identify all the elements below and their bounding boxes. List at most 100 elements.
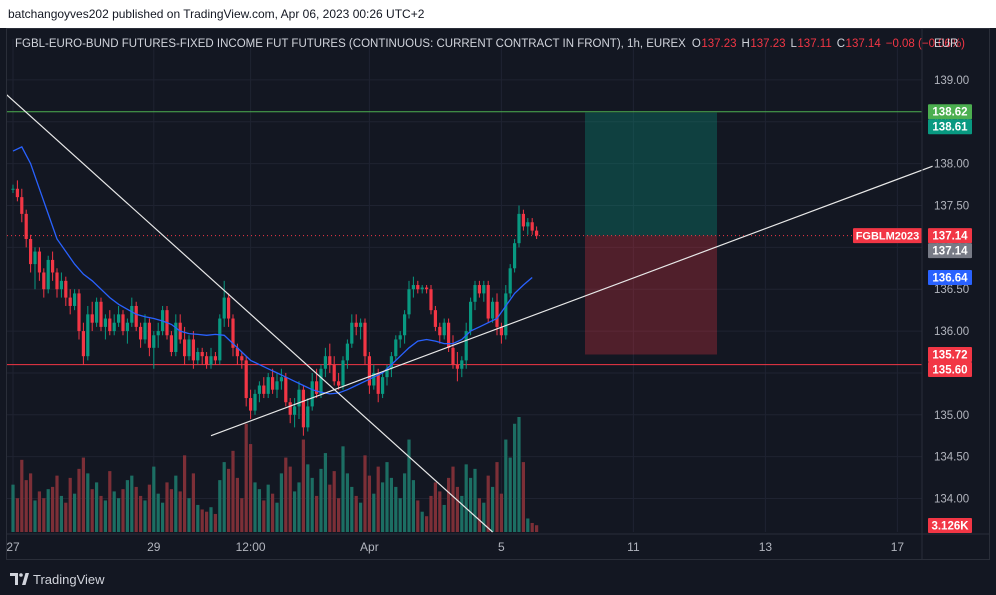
publish-header: batchangoyves202 published on TradingVie… bbox=[0, 0, 996, 28]
volume-bar bbox=[257, 489, 261, 532]
volume-bar bbox=[112, 491, 116, 532]
volume-bar bbox=[284, 457, 288, 532]
volume-bar bbox=[81, 457, 85, 532]
volume-bar bbox=[46, 489, 50, 532]
candle bbox=[332, 356, 336, 386]
candle-body bbox=[319, 368, 323, 394]
candle bbox=[81, 322, 85, 365]
volume-bar bbox=[438, 491, 442, 532]
trendline bbox=[7, 94, 494, 533]
candle bbox=[499, 322, 503, 344]
candle bbox=[354, 314, 358, 336]
candle bbox=[486, 280, 490, 323]
candle bbox=[477, 280, 481, 298]
volume-bar bbox=[213, 513, 217, 532]
legend-change: −0.08 (−0.06%) bbox=[886, 38, 965, 50]
volume-bar bbox=[147, 484, 151, 532]
candle bbox=[513, 238, 517, 273]
candle-body bbox=[297, 389, 301, 407]
volume-bar bbox=[275, 502, 279, 532]
y-tick-label: 135.00 bbox=[934, 410, 969, 422]
candle-body bbox=[29, 238, 33, 265]
candle bbox=[33, 247, 37, 290]
volume-bar bbox=[319, 468, 323, 532]
candle-body bbox=[174, 322, 178, 353]
candle bbox=[51, 251, 55, 281]
volume-bar bbox=[535, 525, 539, 532]
tradingview-logo[interactable]: TradingView bbox=[10, 571, 105, 587]
candle bbox=[191, 331, 195, 369]
candles bbox=[11, 180, 539, 436]
candle-body bbox=[486, 285, 490, 319]
candle-body bbox=[222, 297, 226, 319]
candle bbox=[407, 280, 411, 319]
candle-body bbox=[143, 322, 147, 340]
volume-bar bbox=[403, 473, 407, 532]
candle-body bbox=[253, 393, 257, 411]
volume-bar bbox=[293, 491, 297, 532]
candle-body bbox=[130, 305, 134, 323]
volume-bar bbox=[332, 471, 336, 532]
candle-body bbox=[495, 301, 499, 327]
candle bbox=[200, 347, 204, 365]
symbol-tag-box bbox=[853, 228, 922, 244]
candle bbox=[257, 381, 261, 403]
candle bbox=[20, 188, 24, 223]
volume-bar bbox=[530, 522, 534, 532]
candle bbox=[394, 335, 398, 361]
candle-body bbox=[90, 314, 94, 323]
volume-bar bbox=[394, 486, 398, 532]
candle-body bbox=[20, 197, 24, 214]
volume-bar bbox=[59, 495, 63, 532]
candle-body bbox=[477, 285, 481, 294]
candle bbox=[433, 305, 437, 332]
volume-bar bbox=[363, 455, 367, 532]
candle-body bbox=[429, 289, 433, 311]
price-label-box bbox=[928, 119, 972, 135]
volume-bar bbox=[68, 477, 72, 532]
candle bbox=[464, 322, 468, 369]
candle bbox=[209, 347, 213, 369]
volume-bar bbox=[385, 462, 389, 532]
candle-body bbox=[262, 385, 266, 394]
volume-bar bbox=[328, 484, 332, 532]
candle-body bbox=[59, 280, 63, 290]
candle bbox=[451, 335, 455, 369]
candle-body bbox=[121, 314, 125, 332]
volume-bar bbox=[381, 482, 385, 532]
volume-bar bbox=[486, 475, 490, 532]
candle-body bbox=[367, 356, 371, 386]
candle bbox=[253, 389, 257, 415]
candle bbox=[403, 310, 407, 344]
y-tick-label: 136.00 bbox=[934, 326, 969, 338]
candle-body bbox=[46, 259, 50, 290]
candle-body bbox=[469, 301, 473, 332]
price-chart[interactable]: FGBL-EURO-BUND FUTURES-FIXED INCOME FUT … bbox=[7, 29, 989, 559]
candle bbox=[73, 289, 77, 311]
legend-ohlc-label: C bbox=[837, 38, 845, 50]
candle bbox=[240, 352, 244, 369]
candle-body bbox=[306, 406, 310, 428]
candle-body bbox=[152, 335, 156, 348]
candle bbox=[37, 247, 41, 281]
chart-frame[interactable]: FGBL-EURO-BUND FUTURES-FIXED INCOME FUT … bbox=[6, 28, 990, 560]
candle-body bbox=[301, 389, 305, 428]
volume-bar bbox=[433, 482, 437, 532]
candle bbox=[112, 314, 116, 336]
volume-bar bbox=[227, 468, 231, 532]
candle-body bbox=[504, 293, 508, 336]
candle bbox=[205, 352, 209, 369]
candle-body bbox=[240, 356, 244, 361]
candle bbox=[231, 314, 235, 357]
candle-body bbox=[77, 293, 81, 332]
candle bbox=[521, 209, 525, 231]
price-label-box bbox=[928, 228, 972, 244]
volume-bar bbox=[165, 482, 169, 532]
volume-bar bbox=[152, 466, 156, 532]
volume-bar bbox=[389, 477, 393, 532]
price-label-text: 138.62 bbox=[932, 107, 967, 119]
volume-bar bbox=[24, 480, 28, 532]
volume-bar bbox=[156, 493, 160, 532]
x-tick-label: 12:00 bbox=[236, 540, 266, 554]
candle-body bbox=[372, 372, 376, 386]
